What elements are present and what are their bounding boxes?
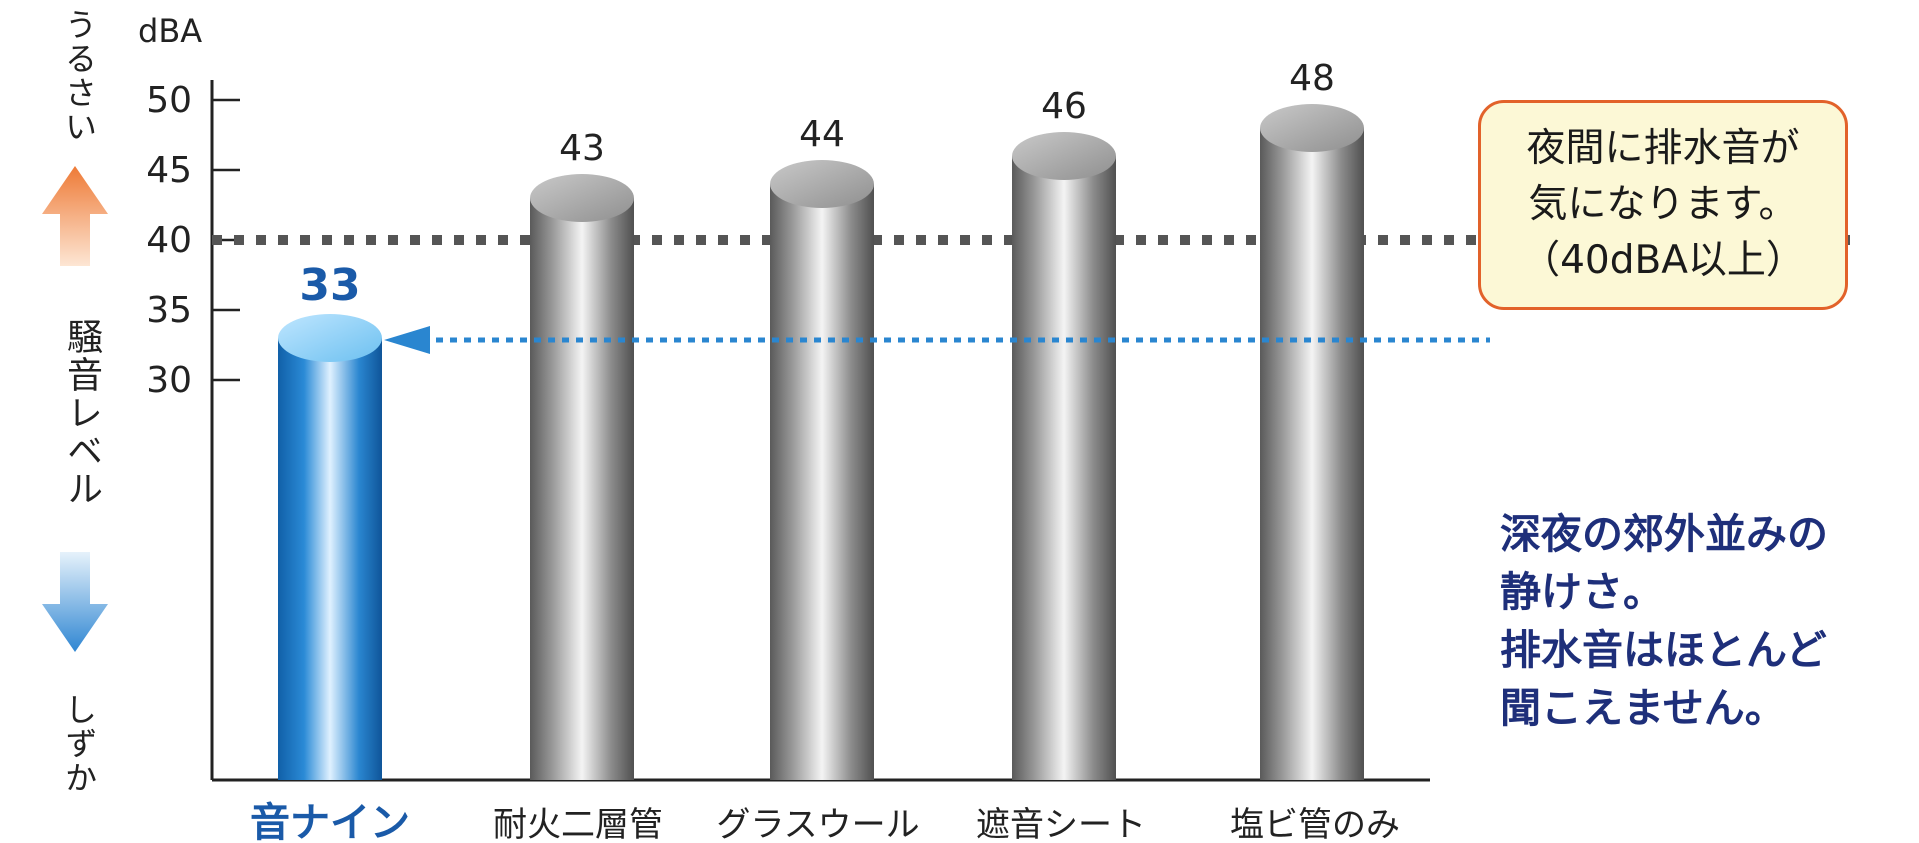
bars-layer: [278, 104, 1364, 780]
bar-top: [278, 314, 382, 362]
labels-layer: 33 音ナイン 43 耐火二層管 44 グラスウール 46 遮音シート 48 塩ビ管のみ: [250, 58, 1490, 843]
y-tick-label: 40: [146, 220, 192, 261]
x-tick-label: 耐火二層管: [493, 805, 663, 843]
bar-top: [770, 160, 874, 208]
highlight-pointer-arrow-icon: [384, 326, 430, 354]
bar-top: [1012, 132, 1116, 180]
bar-body: [1012, 156, 1116, 780]
x-tick-label: グラスウール: [716, 805, 919, 843]
quieter-arrow-icon: [42, 552, 108, 652]
bar-3: [770, 160, 874, 780]
highlight-note-line: 静けさ。: [1500, 568, 1664, 616]
bar-value-label: 48: [1289, 58, 1335, 99]
bar-value-label: 33: [299, 260, 360, 311]
y-tick-label: 45: [146, 150, 192, 191]
y-axis-label: 騒音レベル: [61, 318, 102, 508]
highlight-note-line: 聞こえません。: [1500, 684, 1786, 732]
bar-body: [278, 338, 382, 780]
bar-value-label: 43: [559, 128, 605, 169]
bar-body: [1260, 128, 1364, 780]
bar-2: [530, 174, 634, 780]
bar-value-label: 46: [1041, 86, 1087, 127]
y-tick-label: 35: [146, 290, 192, 331]
arrows-layer: [42, 166, 108, 652]
bar-5: [1260, 104, 1364, 780]
y-top-label: うるさい: [60, 8, 98, 144]
bar-top: [1260, 104, 1364, 152]
x-tick-label: 遮音シート: [976, 805, 1146, 843]
bar-4: [1012, 132, 1116, 780]
highlight-note-line: 排水音はほとんど: [1500, 626, 1827, 674]
axes: dBA 30 35 40 45 50: [138, 12, 1430, 782]
threshold-callout: 夜間に排水音が 気になります。 （40dBA以上）: [1478, 100, 1848, 310]
threshold-callout-line: 気になります。: [1528, 182, 1798, 227]
y-bottom-label: しずか: [60, 693, 98, 795]
y-tick-label: 50: [146, 80, 192, 121]
bar-value-label: 44: [799, 114, 845, 155]
threshold-callout-line: 夜間に排水音が: [1526, 126, 1800, 171]
x-tick-label: 塩ビ管のみ: [1230, 805, 1400, 843]
highlight-note: 深夜の郊外並みの 静けさ。 排水音はほとんど 聞こえません。: [1500, 505, 1828, 737]
y-tick-label: 30: [146, 360, 192, 401]
y-unit-label: dBA: [138, 12, 202, 50]
x-tick-label: 音ナイン: [250, 800, 410, 843]
bar-1: [278, 314, 382, 780]
bar-body: [770, 184, 874, 780]
bar-top: [530, 174, 634, 222]
threshold-callout-line: （40dBA以上）: [1521, 238, 1805, 283]
louder-arrow-icon: [42, 166, 108, 266]
highlight-note-line: 深夜の郊外並みの: [1500, 510, 1828, 558]
bar-body: [530, 198, 634, 780]
